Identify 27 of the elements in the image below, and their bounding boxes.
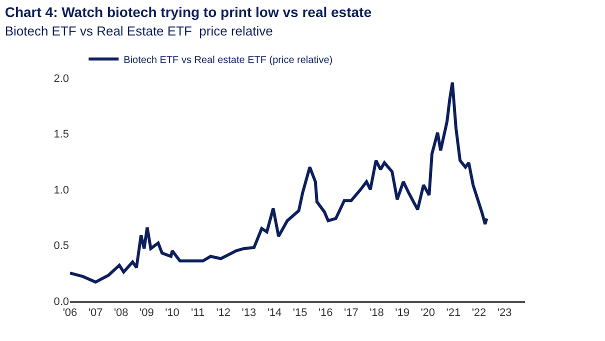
x-tick-label: '20 — [420, 307, 436, 320]
y-tick-label: 0.5 — [54, 240, 69, 252]
x-tick-label: '15 — [292, 307, 308, 320]
y-tick-label: 1.5 — [54, 128, 69, 141]
x-tick-label: '22 — [472, 307, 486, 320]
y-tick-label: 1.0 — [54, 184, 69, 196]
x-tick-label: '21 — [446, 307, 461, 320]
y-tick-label: 2.0 — [54, 72, 69, 85]
x-tick-label: '14 — [267, 307, 282, 320]
x-tick-label: '16 — [318, 307, 333, 320]
x-tick-label: '06 — [62, 307, 78, 320]
legend-label: Biotech ETF vs Real estate ETF (price relative) — [124, 54, 333, 66]
chart-subtitle: Biotech ETF vs Real Estate ETF price relative — [4, 23, 273, 38]
chart-title: Chart 4: Watch biotech trying to print low vs real estate — [4, 4, 372, 20]
y-tick-label: 0.0 — [54, 296, 69, 308]
x-tick-label: '08 — [114, 307, 128, 320]
x-tick-label: '10 — [165, 307, 180, 320]
x-tick-label: '19 — [395, 307, 410, 320]
x-tick-label: '18 — [370, 307, 384, 320]
line-series — [70, 80, 488, 284]
x-tick-label: '11 — [191, 307, 205, 320]
x-tick-label: '07 — [88, 307, 103, 320]
x-tick-label: '12 — [216, 307, 231, 320]
x-tick-label: '13 — [242, 307, 256, 320]
x-tick-label: '17 — [344, 307, 358, 320]
x-tick-label: '23 — [497, 307, 512, 320]
x-tick-label: '09 — [140, 307, 154, 320]
